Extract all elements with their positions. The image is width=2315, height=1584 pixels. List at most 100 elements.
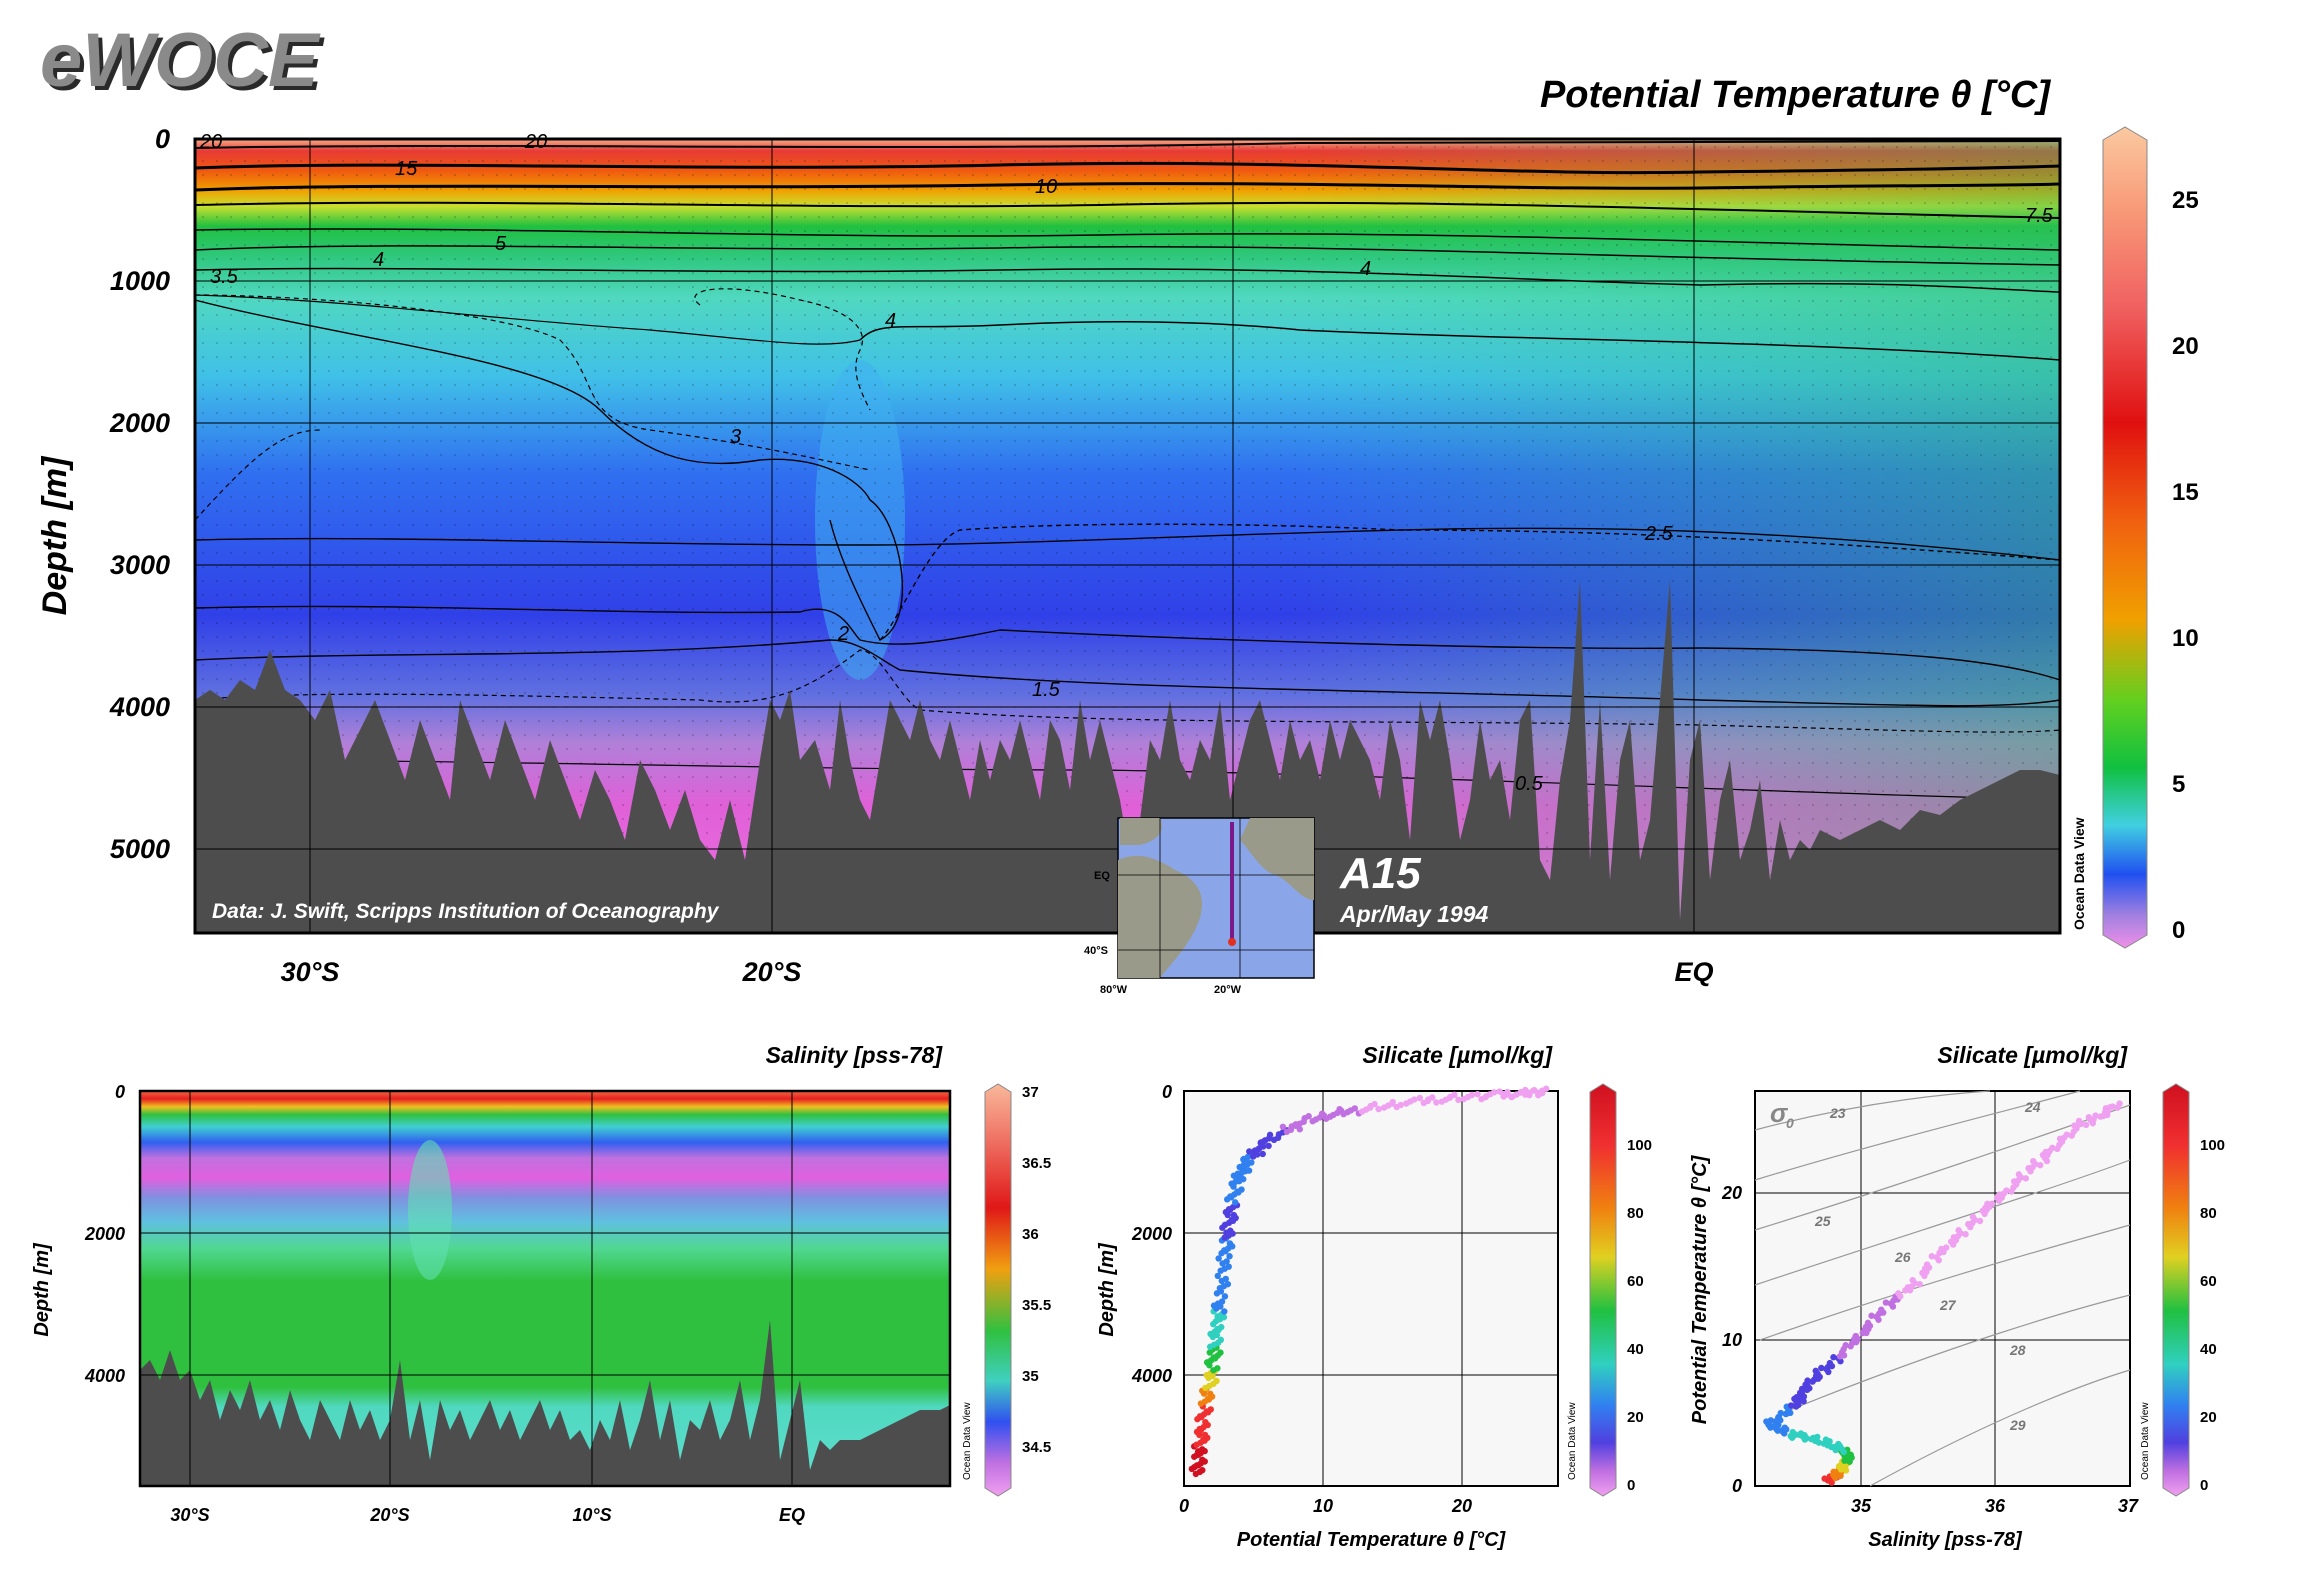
ts-point [2056, 1135, 2064, 1142]
ts-point [1765, 1421, 1773, 1428]
y-tick: 0 [1162, 1082, 1172, 1102]
profile-point [1336, 1105, 1343, 1113]
profile-point [1389, 1098, 1396, 1106]
profile-point [1397, 1101, 1404, 1109]
y-tick: 1000 [110, 266, 170, 296]
profile-point [1455, 1096, 1462, 1104]
profile-point [1238, 1175, 1246, 1182]
svg-text:35: 35 [1022, 1368, 1039, 1385]
logo-shadow: eWOCE [44, 22, 325, 107]
svg-text:36: 36 [1022, 1226, 1039, 1243]
ts-point [2049, 1144, 2056, 1152]
x-tick: 36 [1985, 1496, 2006, 1516]
profile-point [1375, 1105, 1382, 1113]
svg-text:3: 3 [730, 426, 741, 448]
svg-text:60: 60 [1627, 1273, 1644, 1290]
ts-point [2071, 1122, 2078, 1129]
x-tick: 10 [1313, 1496, 1333, 1516]
ts-point [1849, 1339, 1856, 1347]
svg-text:0: 0 [1627, 1477, 1635, 1494]
y-tick: 3000 [110, 550, 170, 580]
ts-points [1763, 1100, 2123, 1486]
svg-text:20: 20 [199, 131, 222, 153]
svg-text:Ocean Data View: Ocean Data View [2140, 1402, 2151, 1480]
profile-point [1474, 1090, 1481, 1098]
ts-point [1988, 1200, 1996, 1207]
profile-points [1188, 1085, 1550, 1478]
profile-point [1226, 1253, 1233, 1260]
profile-point [1201, 1431, 1209, 1439]
profile-point [1259, 1150, 1266, 1158]
cruise-name: A15 [1339, 849, 1421, 898]
ts-point [2054, 1145, 2061, 1153]
svg-text:80: 80 [2200, 1205, 2217, 1222]
svg-text:5: 5 [495, 233, 507, 255]
ts-point [2025, 1165, 2032, 1172]
ts-point [2010, 1178, 2018, 1185]
profile-point [1451, 1091, 1458, 1099]
y-tick: 2000 [109, 408, 170, 438]
data-credit: Data: J. Swift, Scripps Institution of O… [212, 900, 720, 923]
inset-map: EQ 40°S 80°W 20°W [1084, 817, 1315, 996]
svg-text:20°W: 20°W [1214, 984, 1242, 996]
x-tick: 30°S [170, 1505, 209, 1525]
ts-point [1969, 1213, 1977, 1221]
profile-point [1214, 1272, 1221, 1280]
svg-text:26: 26 [1894, 1249, 1911, 1265]
ts-point [1965, 1220, 1972, 1228]
profile-point [1226, 1240, 1234, 1247]
ts-ylabel: Potential Temperature θ [°C] [1689, 1154, 1711, 1424]
ts-point [1890, 1297, 1897, 1304]
profile-point [1351, 1105, 1359, 1112]
profile-colorbar: 100 80 60 40 20 0 Ocean Data View [1567, 1083, 1652, 1497]
ts-point [1826, 1477, 1834, 1484]
ts-point [2003, 1187, 2010, 1194]
logo: eWOCE [40, 18, 321, 103]
cb-tick: 15 [2172, 479, 2199, 506]
y-tick: 2000 [1131, 1224, 1172, 1244]
odv-label: Ocean Data View [2071, 817, 2087, 930]
ts-point [1833, 1444, 1840, 1452]
ts-colorbar: 100 80 60 40 20 0 Ocean Data View [2140, 1083, 2225, 1497]
ts-point [1904, 1284, 1912, 1291]
profile-point [1215, 1255, 1222, 1262]
profile-point [1318, 1110, 1326, 1117]
cb-tick: 25 [2172, 187, 2199, 214]
ts-point [2022, 1175, 2030, 1182]
svg-text:34.5: 34.5 [1022, 1439, 1051, 1456]
svg-text:40°S: 40°S [1084, 945, 1108, 957]
ts-point [1942, 1244, 1950, 1251]
ts-point [1775, 1413, 1782, 1421]
ts-point [1840, 1346, 1847, 1353]
x-tick: 20°S [369, 1505, 409, 1525]
svg-text:4: 4 [885, 310, 896, 332]
svg-text:20: 20 [2200, 1409, 2217, 1426]
ts-point [1802, 1381, 1809, 1388]
ts-point [2063, 1131, 2070, 1138]
ts-point [1895, 1290, 1902, 1297]
ts-point [1976, 1217, 1984, 1225]
profile-point [1246, 1148, 1253, 1155]
profile-point [1207, 1390, 1214, 1397]
salinity-title: Salinity [pss-78] [766, 1042, 944, 1068]
ts-point [1868, 1312, 1875, 1319]
ts-point [1818, 1364, 1825, 1372]
svg-text:0: 0 [2200, 1477, 2208, 1494]
profile-point [1199, 1466, 1206, 1474]
ts-point [1882, 1299, 1890, 1306]
ts-point [1916, 1280, 1923, 1288]
profile-point [1217, 1349, 1224, 1356]
svg-text:28: 28 [2009, 1342, 2026, 1358]
svg-text:25: 25 [1814, 1213, 1831, 1229]
profile-point [1198, 1446, 1206, 1453]
salinity-ylabel: Depth [m] [31, 1242, 53, 1337]
y-tick: 5000 [110, 834, 170, 864]
svg-text:EQ: EQ [1094, 870, 1110, 882]
svg-text:20: 20 [1627, 1409, 1644, 1426]
x-tick: EQ [1674, 957, 1713, 987]
y-tick: 0 [1732, 1476, 1742, 1496]
profile-point [1223, 1258, 1230, 1265]
main-y-ticks: 0 1000 2000 3000 4000 5000 [109, 124, 170, 864]
ts-title: Silicate [µmol/kg] [1937, 1042, 2128, 1068]
profile-point [1504, 1088, 1511, 1096]
